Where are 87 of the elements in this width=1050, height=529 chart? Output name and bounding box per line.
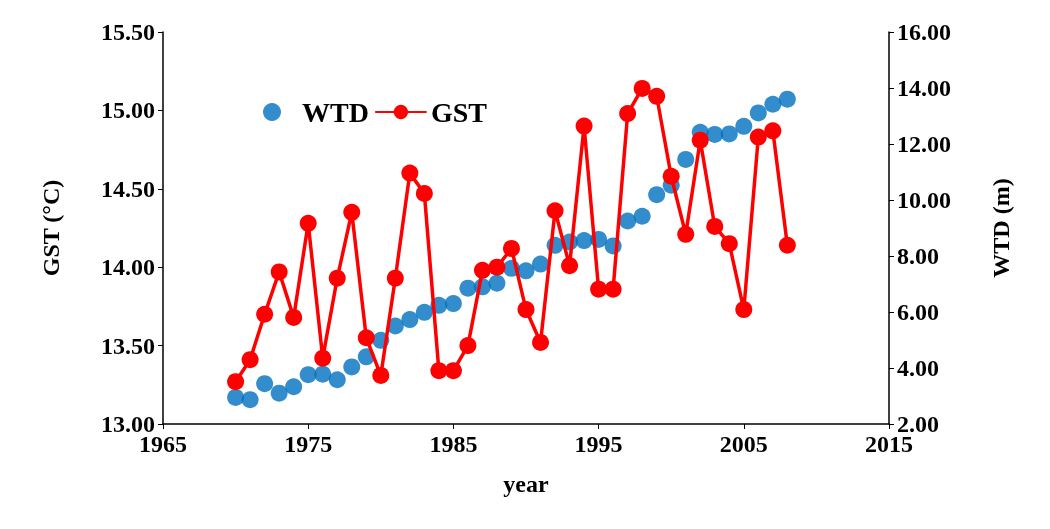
point bbox=[386, 269, 404, 287]
point bbox=[357, 329, 375, 347]
point bbox=[285, 378, 303, 396]
point bbox=[619, 105, 637, 123]
point bbox=[227, 388, 245, 406]
point bbox=[706, 125, 724, 143]
point bbox=[285, 308, 303, 326]
point bbox=[633, 207, 651, 225]
point bbox=[488, 274, 506, 292]
point bbox=[503, 239, 520, 257]
point bbox=[270, 384, 288, 402]
point bbox=[328, 269, 346, 287]
y-tick-label: 14.50 bbox=[101, 175, 155, 202]
point bbox=[677, 225, 695, 243]
point bbox=[546, 202, 564, 220]
y2-tick-label: 4.00 bbox=[897, 355, 939, 381]
point bbox=[328, 371, 346, 389]
y-tick-label: 13.50 bbox=[101, 332, 155, 359]
y-tick-label: 15.00 bbox=[101, 97, 155, 124]
point bbox=[241, 351, 259, 369]
point bbox=[299, 366, 317, 384]
point bbox=[532, 255, 550, 273]
point bbox=[764, 122, 782, 140]
point bbox=[720, 125, 738, 143]
y2-tick-label: 14.00 bbox=[897, 75, 951, 101]
point bbox=[575, 117, 593, 135]
legend-label: WTD bbox=[302, 96, 369, 128]
y2-tick-label: 8.00 bbox=[897, 243, 939, 269]
point bbox=[706, 217, 724, 235]
point bbox=[473, 261, 491, 279]
y2-tick-label: 12.00 bbox=[897, 131, 951, 157]
point bbox=[227, 373, 245, 391]
point bbox=[401, 164, 419, 182]
point bbox=[749, 128, 767, 146]
point bbox=[575, 232, 593, 250]
point bbox=[604, 280, 622, 298]
y-tick-label: 14.00 bbox=[101, 254, 155, 281]
point bbox=[764, 95, 782, 113]
point bbox=[720, 235, 738, 253]
point bbox=[735, 301, 753, 319]
point bbox=[778, 236, 796, 254]
y2-tick-label: 6.00 bbox=[897, 299, 939, 325]
point bbox=[343, 358, 361, 376]
point bbox=[415, 185, 433, 202]
point bbox=[691, 131, 709, 149]
point bbox=[532, 333, 550, 351]
x-axis-title: year bbox=[503, 471, 549, 497]
legend-label: GST bbox=[430, 96, 488, 128]
point bbox=[343, 203, 361, 221]
point bbox=[590, 280, 608, 298]
x-tick-label: 1975 bbox=[284, 431, 333, 457]
y-axis-title: GST (°C) bbox=[38, 179, 64, 277]
point bbox=[633, 79, 651, 97]
point bbox=[778, 90, 796, 108]
point bbox=[561, 257, 579, 275]
point bbox=[517, 262, 535, 280]
point bbox=[662, 167, 680, 185]
point bbox=[256, 305, 274, 323]
point bbox=[401, 311, 419, 329]
y-tick-label: 15.50 bbox=[101, 19, 155, 45]
point bbox=[444, 295, 462, 313]
point bbox=[488, 258, 506, 276]
point bbox=[270, 263, 288, 281]
y2-axis-title: WTD (m) bbox=[988, 178, 1014, 278]
point bbox=[677, 150, 695, 168]
point bbox=[444, 362, 462, 380]
point bbox=[299, 214, 317, 232]
point bbox=[372, 366, 390, 384]
x-tick-label: 1985 bbox=[429, 431, 478, 457]
point bbox=[459, 279, 477, 297]
point bbox=[619, 212, 637, 230]
point bbox=[430, 362, 448, 380]
point bbox=[314, 349, 332, 367]
x-tick-label: 1995 bbox=[574, 431, 623, 457]
point bbox=[256, 375, 274, 393]
y2-tick-label: 10.00 bbox=[897, 187, 951, 213]
x-tick-label: 2005 bbox=[719, 431, 768, 457]
point bbox=[314, 365, 332, 383]
point bbox=[735, 117, 753, 135]
point bbox=[517, 301, 535, 319]
point bbox=[648, 186, 666, 204]
y2-tick-label: 16.00 bbox=[897, 19, 951, 45]
point bbox=[241, 391, 259, 409]
point bbox=[415, 303, 433, 321]
point bbox=[648, 87, 666, 105]
point bbox=[459, 337, 477, 355]
point bbox=[749, 104, 767, 122]
